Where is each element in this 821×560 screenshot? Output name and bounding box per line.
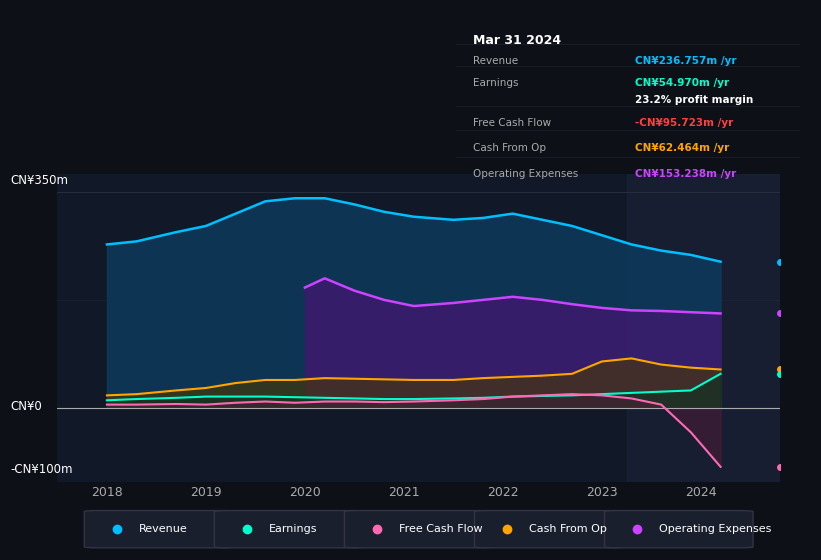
FancyBboxPatch shape <box>85 511 233 548</box>
Text: CN¥0: CN¥0 <box>11 400 42 413</box>
Text: CN¥54.970m /yr: CN¥54.970m /yr <box>635 78 729 88</box>
Text: Revenue: Revenue <box>139 524 187 534</box>
Text: CN¥62.464m /yr: CN¥62.464m /yr <box>635 143 729 153</box>
Text: Revenue: Revenue <box>473 56 518 66</box>
Text: -CN¥95.723m /yr: -CN¥95.723m /yr <box>635 118 733 128</box>
FancyBboxPatch shape <box>475 511 623 548</box>
Text: CN¥236.757m /yr: CN¥236.757m /yr <box>635 56 736 66</box>
FancyBboxPatch shape <box>214 511 363 548</box>
Text: Free Cash Flow: Free Cash Flow <box>473 118 551 128</box>
Bar <box>626 174 780 482</box>
Text: Free Cash Flow: Free Cash Flow <box>399 524 482 534</box>
Text: Operating Expenses: Operating Expenses <box>658 524 771 534</box>
Text: Operating Expenses: Operating Expenses <box>473 169 578 179</box>
Text: Earnings: Earnings <box>268 524 317 534</box>
Text: 23.2% profit margin: 23.2% profit margin <box>635 95 753 105</box>
Text: CN¥153.238m /yr: CN¥153.238m /yr <box>635 169 736 179</box>
FancyBboxPatch shape <box>345 511 493 548</box>
FancyBboxPatch shape <box>604 511 753 548</box>
Text: Mar 31 2024: Mar 31 2024 <box>473 34 561 47</box>
Text: CN¥350m: CN¥350m <box>11 174 68 186</box>
Text: Cash From Op: Cash From Op <box>473 143 546 153</box>
Text: Earnings: Earnings <box>473 78 518 88</box>
Text: -CN¥100m: -CN¥100m <box>11 463 73 476</box>
Text: Cash From Op: Cash From Op <box>529 524 607 534</box>
